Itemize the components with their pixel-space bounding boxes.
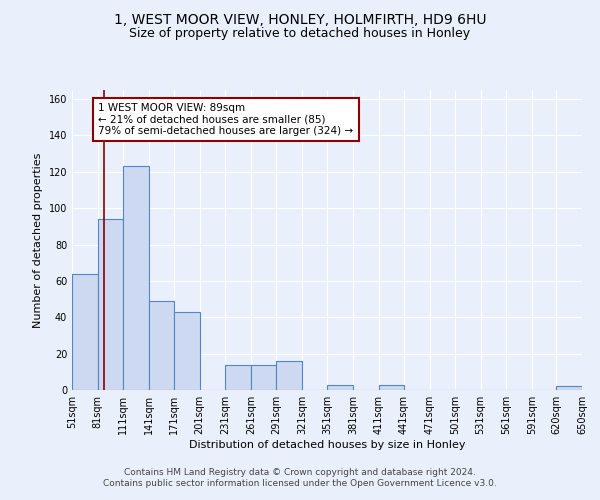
Bar (123, 166, 149, 390)
Bar (379, 384, 404, 390)
Bar (174, 312, 200, 390)
Text: 1 WEST MOOR VIEW: 89sqm
← 21% of detached houses are smaller (85)
79% of semi-de: 1 WEST MOOR VIEW: 89sqm ← 21% of detache… (98, 102, 353, 136)
Text: Size of property relative to detached houses in Honley: Size of property relative to detached ho… (130, 28, 470, 40)
Y-axis label: Number of detached properties: Number of detached properties (33, 152, 43, 328)
Bar (72, 274, 98, 390)
Text: Contains HM Land Registry data © Crown copyright and database right 2024.
Contai: Contains HM Land Registry data © Crown c… (103, 468, 497, 487)
Bar (277, 361, 302, 390)
X-axis label: Distribution of detached houses by size in Honley: Distribution of detached houses by size … (189, 440, 465, 450)
Bar (225, 364, 251, 390)
Bar (149, 301, 174, 390)
Bar (251, 364, 277, 390)
Bar (98, 219, 123, 390)
Text: 1, WEST MOOR VIEW, HONLEY, HOLMFIRTH, HD9 6HU: 1, WEST MOOR VIEW, HONLEY, HOLMFIRTH, HD… (114, 12, 486, 26)
Bar (556, 386, 582, 390)
Bar (328, 384, 353, 390)
